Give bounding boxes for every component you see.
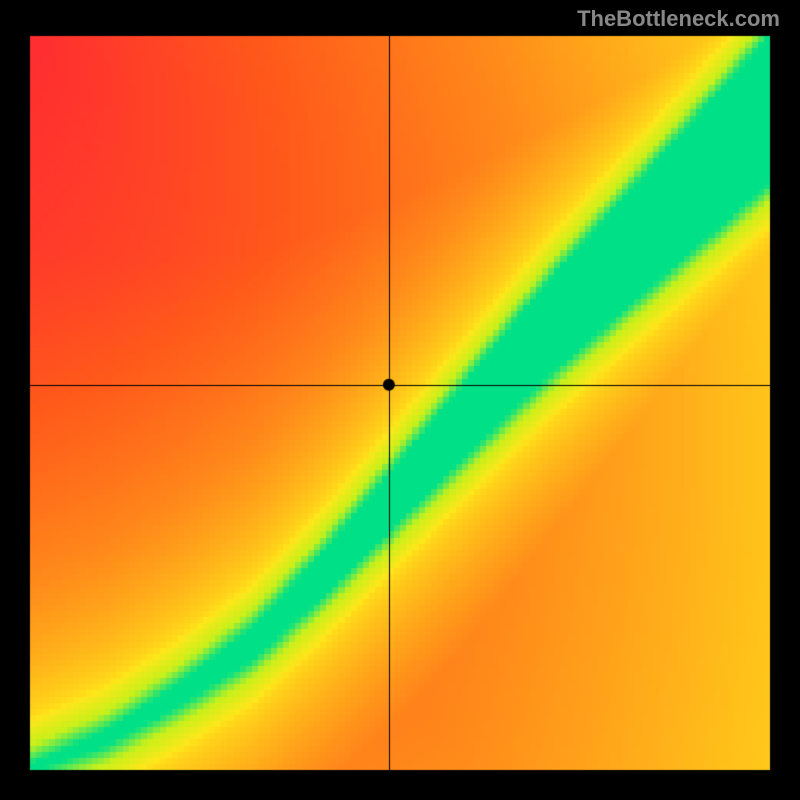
watermark-label: TheBottleneck.com — [577, 6, 780, 32]
bottleneck-heatmap — [0, 0, 800, 800]
chart-container: TheBottleneck.com — [0, 0, 800, 800]
